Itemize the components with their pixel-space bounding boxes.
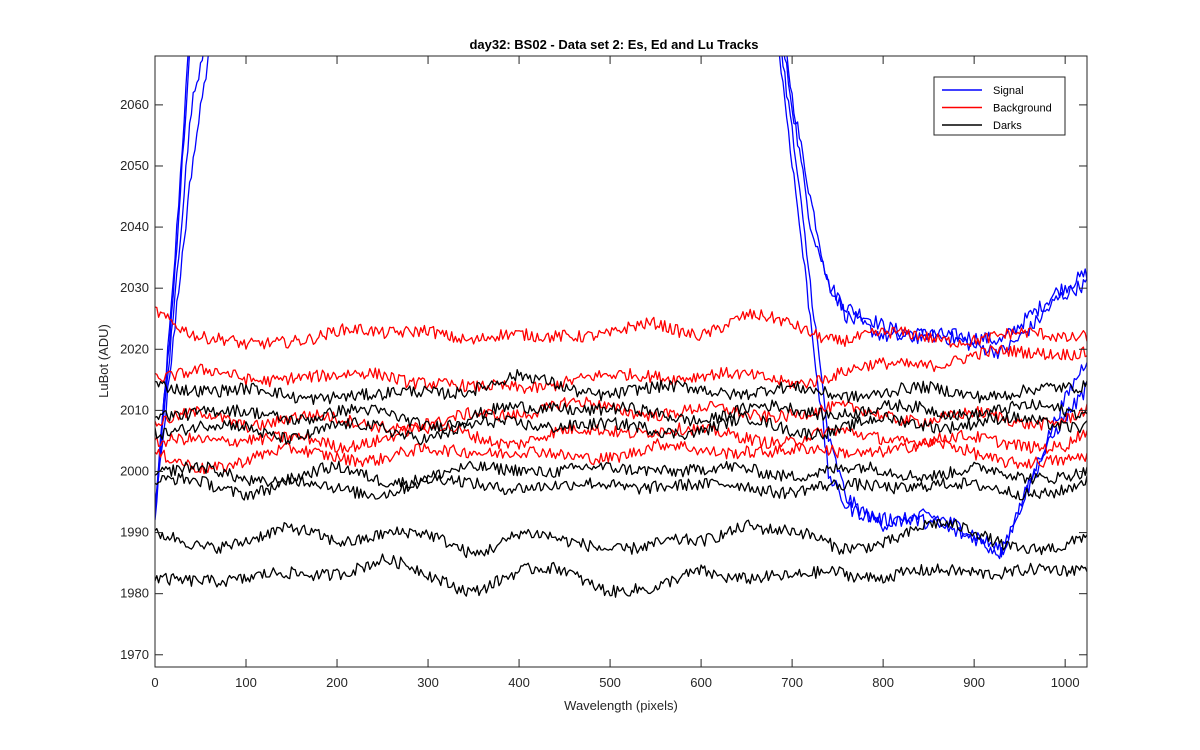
y-tick-label: 1980: [120, 586, 149, 601]
series-line-background-9: [155, 437, 1087, 475]
series-line-darks-15: [155, 518, 1087, 559]
y-tick-label: 2020: [120, 341, 149, 356]
x-tick-label: 1000: [1051, 675, 1080, 690]
x-tick-label: 800: [872, 675, 894, 690]
x-tick-label: 900: [963, 675, 985, 690]
plot-frame: [154, 55, 1088, 668]
y-tick-label: 2060: [120, 97, 149, 112]
series-line-darks-16: [155, 553, 1087, 598]
x-tick-label: 600: [690, 675, 712, 690]
legend-label-signal: Signal: [993, 85, 1024, 97]
series-layer: [155, 56, 1087, 598]
series-line-darks-13: [155, 460, 1087, 489]
series-line-darks-11: [155, 398, 1087, 433]
series-line-darks-12: [155, 411, 1087, 446]
legend-label-darks: Darks: [993, 120, 1022, 132]
legend: Signal Background Darks: [933, 76, 1066, 136]
series-line-background-7: [155, 396, 1087, 435]
x-tick-label: 700: [781, 675, 803, 690]
x-tick-label: 100: [235, 675, 257, 690]
series-line-background-6: [155, 344, 1087, 394]
series-line-signal-1: [155, 56, 1087, 513]
y-tick-label: 2010: [120, 402, 149, 417]
y-axis-ticks: 1970 1980 1990 2000 2010 2020 2030 2040 2050 2060: [120, 97, 1087, 662]
x-axis-ticks: 0 100 200 300 400 500 600 700 800 900 1000: [151, 56, 1080, 690]
series-line-background-5: [155, 306, 1087, 350]
y-axis-label: LuBot (ADU): [96, 324, 111, 398]
x-axis-label: Wavelength (pixels): [564, 698, 678, 713]
series-line-signal-2: [155, 56, 1087, 507]
series-line-darks-14: [155, 472, 1087, 501]
x-tick-label: 400: [508, 675, 530, 690]
y-tick-label: 1990: [120, 525, 149, 540]
x-tick-label: 200: [326, 675, 348, 690]
y-tick-label: 2050: [120, 158, 149, 173]
legend-label-background: Background: [993, 103, 1052, 115]
y-tick-label: 2000: [120, 463, 149, 478]
plot-area: [155, 56, 1087, 667]
y-tick-label: 1970: [120, 647, 149, 662]
chart-title: day32: BS02 - Data set 2: Es, Ed and Lu …: [469, 37, 758, 52]
series-line-darks-10: [155, 369, 1087, 406]
series-line-signal-4: [155, 56, 1087, 560]
series-line-signal-3: [155, 56, 1087, 558]
x-tick-label: 500: [599, 675, 621, 690]
x-tick-label: 0: [151, 675, 158, 690]
y-tick-label: 2040: [120, 219, 149, 234]
x-tick-label: 300: [417, 675, 439, 690]
y-tick-label: 2030: [120, 280, 149, 295]
